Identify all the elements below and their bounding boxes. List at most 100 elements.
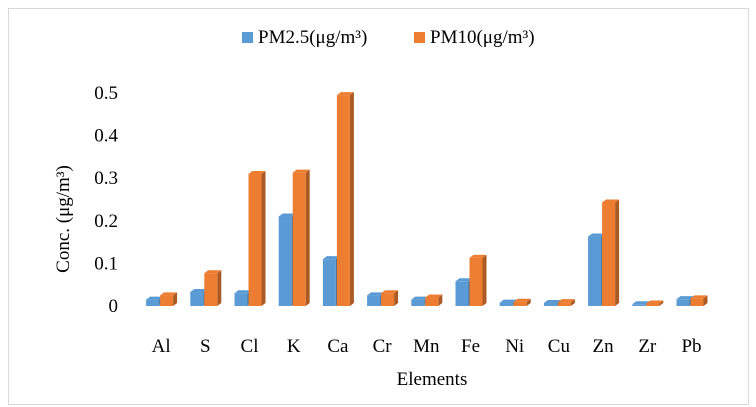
- x-tick-label: Mn: [413, 336, 440, 357]
- bar-Zn-pm10: [602, 199, 620, 306]
- bar-front: [557, 302, 571, 306]
- x-tick-label: S: [200, 336, 211, 357]
- bar-top: [248, 170, 266, 174]
- bar-top: [234, 290, 252, 294]
- bars: [146, 92, 708, 306]
- x-tick-label: Cr: [373, 336, 393, 357]
- legend-swatch: [414, 32, 425, 43]
- bar-top: [557, 299, 575, 303]
- bar-front: [234, 293, 248, 306]
- bar-S-pm10: [204, 270, 222, 306]
- bar-chart: PM2.5(μg/m³) PM10(μg/m³) 0 0.1 0.2 0.3 0.4 0.5…: [53, 27, 708, 390]
- y-tick-label: 0.4: [94, 126, 118, 147]
- y-tick-label: 0.2: [94, 211, 118, 232]
- bar-side: [570, 299, 575, 306]
- bar-front: [322, 259, 336, 306]
- y-tick-label: 0: [109, 296, 119, 317]
- x-tick-label: Ca: [327, 336, 349, 357]
- bar-front: [204, 273, 218, 306]
- bar-front: [411, 299, 425, 306]
- bar-front: [336, 95, 350, 306]
- bar-Fe-pm10: [469, 254, 487, 306]
- bar-side: [703, 295, 708, 306]
- bar-top: [336, 92, 354, 96]
- bar-Cu-pm10: [557, 299, 575, 306]
- bar-side: [217, 270, 222, 306]
- bar-side: [526, 298, 531, 306]
- bar-top: [646, 300, 664, 304]
- bar-top: [322, 256, 340, 260]
- bar-side: [394, 290, 399, 306]
- y-tick-label: 0.3: [94, 168, 118, 189]
- bar-top: [543, 300, 561, 304]
- bar-front: [543, 303, 557, 306]
- bar-top: [513, 298, 531, 302]
- x-tick-label: Al: [152, 336, 171, 357]
- bar-top: [292, 169, 310, 173]
- legend: PM2.5(μg/m³) PM10(μg/m³): [242, 27, 535, 48]
- bar-front: [146, 299, 160, 306]
- x-tick-label: Fe: [461, 336, 480, 357]
- x-tick-label: Zn: [593, 336, 615, 357]
- x-axis-ticks: Al S Cl K Ca Cr Mn Fe Ni Cu Zn Zr Pb: [152, 336, 702, 357]
- y-axis-ticks: 0 0.1 0.2 0.3 0.4 0.5: [94, 83, 118, 317]
- bar-front: [367, 295, 381, 306]
- bar-K-pm10: [292, 169, 310, 306]
- bar-top: [690, 295, 708, 299]
- x-tick-label: Cl: [241, 336, 259, 357]
- bar-top: [425, 294, 443, 298]
- bar-top: [676, 296, 694, 300]
- bar-side: [173, 292, 178, 306]
- bar-side: [659, 300, 664, 306]
- x-tick-label: Pb: [681, 336, 701, 357]
- bar-Pb-pm10: [690, 295, 708, 306]
- bar-top: [204, 270, 222, 274]
- bar-front: [425, 297, 439, 306]
- bar-Zr-pm10: [646, 300, 664, 306]
- bar-front: [632, 304, 646, 306]
- bar-front: [455, 281, 469, 306]
- bar-top: [588, 233, 606, 237]
- legend-label: PM10(μg/m³): [430, 27, 535, 48]
- bar-front: [646, 303, 660, 306]
- bar-front: [278, 216, 292, 306]
- legend-swatch: [242, 32, 253, 43]
- x-tick-label: Zr: [638, 336, 657, 357]
- x-tick-label: K: [287, 336, 301, 357]
- bar-top: [367, 292, 385, 296]
- bar-front: [190, 291, 204, 306]
- bar-side: [349, 92, 354, 306]
- bar-top: [146, 296, 164, 300]
- bar-top: [190, 288, 208, 292]
- bar-top: [632, 301, 650, 305]
- bar-top: [602, 199, 620, 203]
- bar-Al-pm10: [160, 292, 178, 306]
- bar-top: [469, 254, 487, 258]
- y-tick-label: 0.5: [94, 83, 118, 104]
- bar-top: [160, 292, 178, 296]
- bar-top: [411, 296, 429, 300]
- x-axis-title: Elements: [397, 369, 468, 390]
- bar-front: [602, 202, 616, 306]
- bar-Cl-pm10: [248, 170, 266, 306]
- bar-Ni-pm10: [513, 298, 531, 306]
- bar-front: [469, 257, 483, 306]
- y-tick-label: 0.1: [94, 253, 118, 274]
- bar-front: [676, 299, 690, 306]
- bar-side: [438, 294, 443, 306]
- x-tick-label: Ni: [505, 336, 524, 357]
- bar-top: [455, 278, 473, 282]
- bar-side: [305, 169, 310, 306]
- bar-top: [381, 290, 399, 294]
- bar-side: [482, 254, 487, 306]
- bar-Cr-pm10: [381, 290, 399, 306]
- bar-front: [513, 301, 527, 306]
- bar-Mn-pm10: [425, 294, 443, 306]
- y-axis-title: Conc. (μg/m³): [53, 165, 74, 273]
- bar-side: [615, 199, 620, 306]
- bar-front: [160, 295, 174, 306]
- legend-label: PM2.5(μg/m³): [258, 27, 367, 48]
- bar-front: [381, 293, 395, 306]
- x-tick-label: Cu: [548, 336, 571, 357]
- bar-front: [588, 236, 602, 306]
